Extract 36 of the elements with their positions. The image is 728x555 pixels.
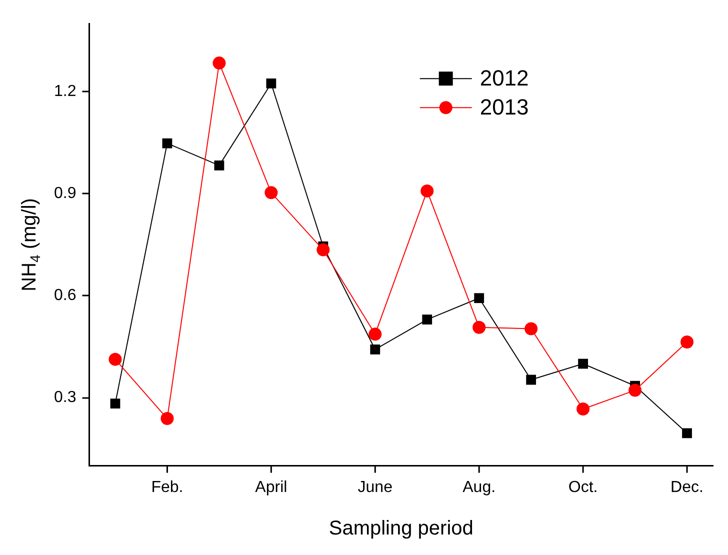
x-tick-label: Oct. <box>568 478 598 496</box>
y-axis-title: NH4 (mg/l) <box>18 198 43 292</box>
point <box>578 358 588 369</box>
point <box>264 186 278 200</box>
point <box>680 335 694 348</box>
point <box>212 56 226 70</box>
point <box>160 412 174 426</box>
x-axis-title: Sampling period <box>328 518 474 540</box>
point <box>474 293 484 304</box>
point <box>316 243 330 256</box>
x-tick-label: June <box>358 478 393 496</box>
legend-label: 2013 <box>480 94 529 120</box>
x-tick-label: Feb. <box>151 478 184 496</box>
x-tick-label: Dec. <box>670 478 704 496</box>
point <box>368 328 382 341</box>
y-tick-label: 0.3 <box>54 389 76 406</box>
point <box>370 344 380 354</box>
y-tick-label: 0.9 <box>54 185 76 202</box>
point <box>524 322 538 336</box>
point <box>472 320 486 334</box>
point <box>266 78 276 88</box>
point <box>422 314 432 324</box>
point <box>420 184 434 198</box>
y-tick-label: 0.6 <box>54 287 76 304</box>
legend-label: 2012 <box>480 66 529 91</box>
y-tick-label: 1.2 <box>54 83 76 100</box>
point <box>108 352 122 366</box>
point <box>526 374 536 385</box>
point <box>576 402 590 416</box>
point <box>162 138 172 148</box>
point <box>682 428 692 438</box>
point <box>110 398 120 408</box>
x-tick-label: April <box>255 478 288 496</box>
point <box>628 384 642 397</box>
x-tick-label: Aug. <box>462 478 496 496</box>
point <box>214 160 224 170</box>
